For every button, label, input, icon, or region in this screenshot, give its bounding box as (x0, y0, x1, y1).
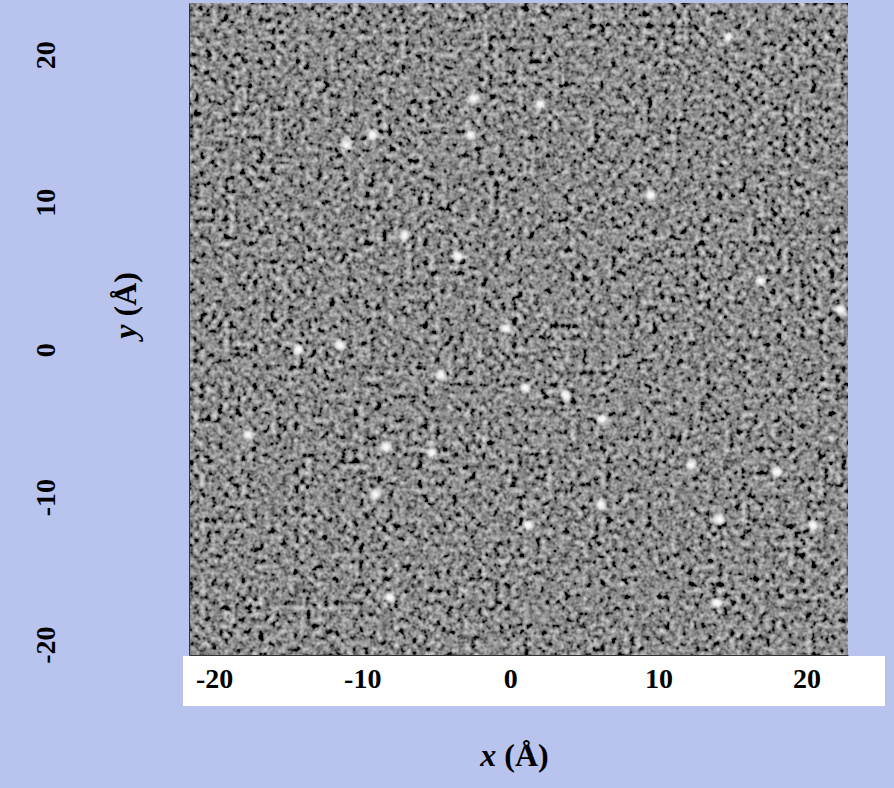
y-tick-label: 10 (30, 189, 61, 217)
y-tick-label: 20 (30, 41, 61, 69)
bright-spot (644, 188, 658, 202)
tick-label-strip (183, 656, 885, 706)
bright-spot (558, 388, 572, 402)
bright-spot (754, 273, 768, 287)
bright-spot (383, 590, 397, 604)
y-tick: 10 (30, 189, 189, 217)
y-tick-label: -10 (30, 479, 61, 516)
x-tick: 20 (793, 655, 821, 694)
bright-spot (466, 92, 480, 106)
bright-spot (379, 440, 393, 454)
bright-spot (533, 98, 547, 112)
bright-spot (805, 518, 819, 532)
x-axis: -20 -10 0 10 20 (190, 655, 849, 694)
image-background (189, 3, 848, 655)
y-tick: 20 (30, 41, 189, 69)
x-tick: 0 (504, 655, 518, 694)
bright-spot (521, 518, 535, 532)
bright-spot (834, 303, 848, 317)
y-tick-label: -20 (30, 627, 61, 664)
page-background (0, 0, 894, 788)
x-axis-line (190, 655, 849, 656)
y-axis-line (189, 4, 190, 656)
bright-spot (369, 487, 383, 501)
bright-spot (463, 127, 477, 141)
bright-spot (684, 458, 698, 472)
y-tick: -10 (30, 479, 189, 516)
bright-spot (241, 428, 255, 442)
y-tick: 0 (30, 343, 189, 357)
bright-spot (499, 322, 513, 336)
y-axis-title: y (Å) (107, 272, 143, 343)
bright-spot (434, 368, 448, 382)
y-tick-label: 0 (30, 343, 61, 357)
x-tick-label: -10 (344, 663, 381, 694)
bright-spot (712, 512, 726, 526)
y-tick: -20 (30, 627, 189, 664)
bright-spot (452, 250, 466, 264)
bright-spot (398, 229, 412, 243)
bright-spot (595, 412, 609, 426)
bright-spot (292, 343, 306, 357)
x-axis-title: x (Å) (479, 737, 548, 773)
bright-spot (425, 446, 439, 460)
chart: -20 -10 0 10 20 -20 -10 0 10 20 x (Å) y (Å) (0, 0, 894, 788)
x-tick-label: 20 (793, 663, 821, 694)
bright-spot (339, 138, 353, 152)
x-tick: -10 (344, 655, 381, 694)
bright-spot (709, 596, 723, 610)
bright-spot (770, 465, 784, 479)
plot-area (189, 3, 848, 655)
x-tick-label: -20 (196, 663, 233, 694)
x-tick-label: 10 (645, 663, 673, 694)
x-tick: 10 (645, 655, 673, 694)
bright-spot (594, 498, 608, 512)
bright-spot (366, 127, 380, 141)
bright-spot (518, 381, 532, 395)
bright-spot (721, 30, 735, 44)
x-tick-label: 0 (504, 663, 518, 694)
bright-spot (333, 338, 347, 352)
y-axis: -20 -10 0 10 20 (30, 4, 190, 664)
x-tick: -20 (196, 655, 233, 694)
